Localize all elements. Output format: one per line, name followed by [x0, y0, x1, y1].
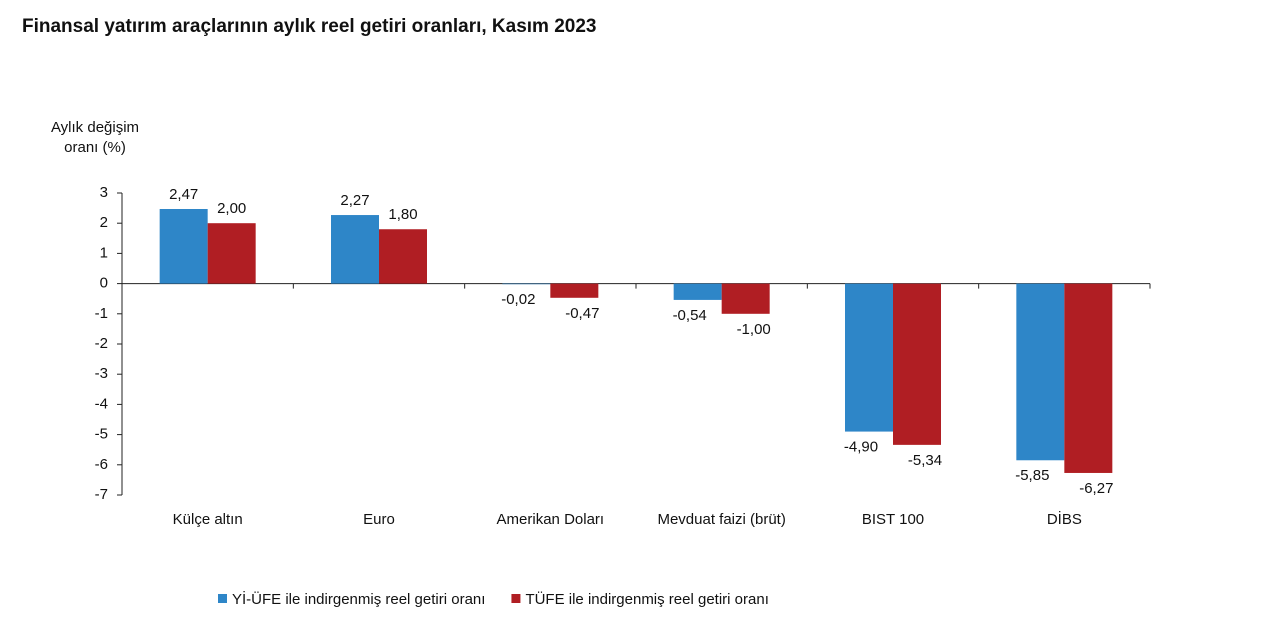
x-tick-label: Külçe altın: [173, 511, 243, 528]
value-label: -1,00: [737, 321, 771, 338]
y-tick-label: 3: [100, 184, 108, 201]
legend-swatch: [511, 594, 521, 603]
bar: [159, 209, 208, 284]
y-tick-label: -3: [95, 365, 108, 382]
bar: [673, 283, 722, 300]
x-tick-label: BIST 100: [862, 511, 924, 528]
bar: [1064, 283, 1113, 473]
bar: [1016, 283, 1065, 461]
value-label: 2,47: [169, 186, 198, 203]
y-tick-label: -4: [95, 395, 108, 412]
x-tick-label: Mevduat faizi (brüt): [657, 511, 785, 528]
value-label: 1,80: [388, 206, 417, 223]
legend-label: Yİ-ÜFE ile indirgenmiş reel getiri oranı: [232, 590, 485, 608]
bar: [207, 223, 256, 284]
bar: [893, 283, 941, 445]
chart-title: Finansal yatırım araçlarının aylık reel …: [22, 16, 597, 37]
x-tick-label: Amerikan Doları: [497, 511, 605, 528]
y-tick-label: 2: [100, 214, 108, 231]
value-label: 2,00: [217, 200, 246, 217]
y-tick-label: 1: [100, 244, 108, 261]
value-label: -0,47: [565, 305, 599, 322]
bar: [550, 283, 599, 298]
value-label: -4,90: [844, 439, 878, 456]
y-tick-label: -1: [95, 305, 108, 322]
y-tick-label: -5: [95, 426, 108, 443]
y-tick-label: 0: [100, 275, 108, 292]
y-axis-label: Aylık değişim oranı (%): [50, 119, 140, 156]
value-label: -0,02: [501, 291, 535, 308]
y-tick-label: -7: [95, 486, 108, 503]
bar: [502, 283, 551, 285]
y-tick-label: -6: [95, 456, 108, 473]
bar: [331, 215, 379, 284]
value-label: -5,85: [1015, 467, 1049, 484]
legend-label: TÜFE ile indirgenmiş reel getiri oranı: [525, 590, 768, 608]
value-label: -0,54: [673, 307, 707, 324]
y-tick-label: -2: [95, 335, 108, 352]
value-label: -5,34: [908, 452, 942, 469]
value-label: 2,27: [340, 192, 369, 209]
value-label: -6,27: [1079, 480, 1113, 497]
bar: [379, 229, 427, 284]
x-tick-label: Euro: [363, 511, 395, 528]
bar: [721, 283, 770, 314]
bar: [845, 283, 893, 432]
legend-swatch: [218, 594, 227, 603]
x-tick-label: DİBS: [1047, 510, 1082, 528]
